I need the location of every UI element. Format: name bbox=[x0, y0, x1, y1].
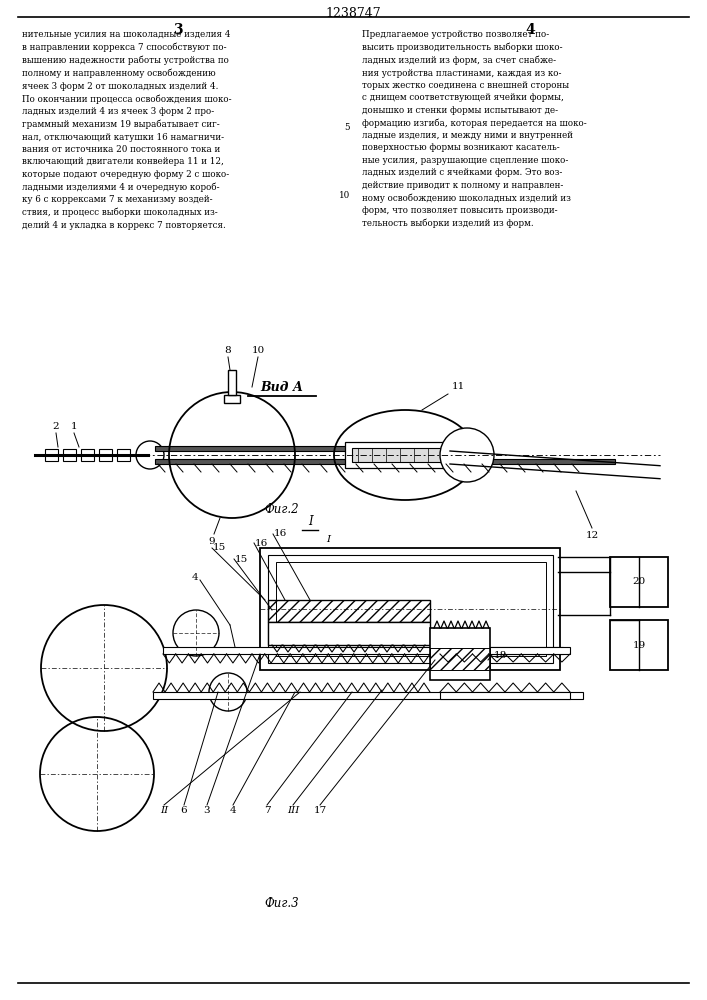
Text: 6: 6 bbox=[181, 806, 187, 815]
Text: 11: 11 bbox=[451, 382, 464, 391]
Bar bbox=[268, 555, 553, 663]
Circle shape bbox=[440, 428, 494, 482]
Bar bbox=[610, 620, 668, 670]
Text: 17: 17 bbox=[313, 806, 327, 815]
Text: 15: 15 bbox=[235, 554, 248, 564]
Bar bbox=[155, 446, 465, 451]
Bar bbox=[153, 692, 583, 699]
Bar bbox=[260, 548, 560, 670]
Text: I: I bbox=[326, 535, 330, 544]
Bar bbox=[440, 647, 570, 654]
Text: II: II bbox=[160, 806, 168, 815]
Circle shape bbox=[136, 441, 164, 469]
Text: нительные усилия на шоколадные изделия 4
в направлении коррекса 7 способствуют п: нительные усилия на шоколадные изделия 4… bbox=[22, 30, 232, 230]
Bar bbox=[268, 600, 430, 622]
Text: 9: 9 bbox=[209, 537, 216, 546]
Bar bbox=[440, 692, 570, 699]
Text: Вид А: Вид А bbox=[260, 381, 303, 394]
Bar bbox=[155, 459, 615, 464]
Bar bbox=[430, 628, 490, 680]
Bar bbox=[430, 648, 490, 670]
Text: 4: 4 bbox=[230, 806, 236, 815]
Text: 16: 16 bbox=[255, 538, 268, 548]
Bar bbox=[117, 449, 130, 461]
Bar bbox=[610, 557, 668, 607]
Text: 3: 3 bbox=[173, 23, 183, 37]
Bar bbox=[63, 449, 76, 461]
Bar bbox=[163, 647, 563, 654]
Bar bbox=[99, 449, 112, 461]
Text: 4: 4 bbox=[192, 574, 198, 582]
Text: 1238747: 1238747 bbox=[325, 7, 381, 20]
Text: 2: 2 bbox=[53, 422, 59, 431]
Text: 7: 7 bbox=[264, 806, 270, 815]
Text: 3: 3 bbox=[204, 806, 210, 815]
Text: 1: 1 bbox=[71, 422, 77, 431]
Text: III: III bbox=[287, 806, 299, 815]
Bar bbox=[345, 442, 463, 468]
Text: 10: 10 bbox=[252, 346, 264, 355]
Bar bbox=[268, 622, 430, 645]
Text: 4: 4 bbox=[525, 23, 535, 37]
Text: Фиг.2: Фиг.2 bbox=[264, 503, 299, 516]
Bar bbox=[81, 449, 94, 461]
Text: 5: 5 bbox=[344, 123, 350, 132]
Text: 8: 8 bbox=[225, 346, 231, 355]
Bar bbox=[352, 448, 452, 462]
Bar bbox=[276, 562, 546, 656]
Text: I: I bbox=[308, 515, 312, 528]
Text: 16: 16 bbox=[274, 530, 287, 538]
Bar bbox=[224, 395, 240, 403]
Text: Предлагаемое устройство позволяет по-
высить производительность выборки шоко-
ла: Предлагаемое устройство позволяет по- вы… bbox=[362, 30, 587, 228]
Bar bbox=[228, 370, 236, 395]
Text: 10: 10 bbox=[339, 192, 350, 200]
Text: 18: 18 bbox=[494, 650, 507, 660]
Text: 20: 20 bbox=[632, 578, 645, 586]
Text: 19: 19 bbox=[632, 641, 645, 650]
Bar bbox=[45, 449, 58, 461]
Text: Фиг.3: Фиг.3 bbox=[264, 897, 299, 910]
Text: 15: 15 bbox=[213, 544, 226, 552]
Text: 12: 12 bbox=[585, 531, 599, 540]
